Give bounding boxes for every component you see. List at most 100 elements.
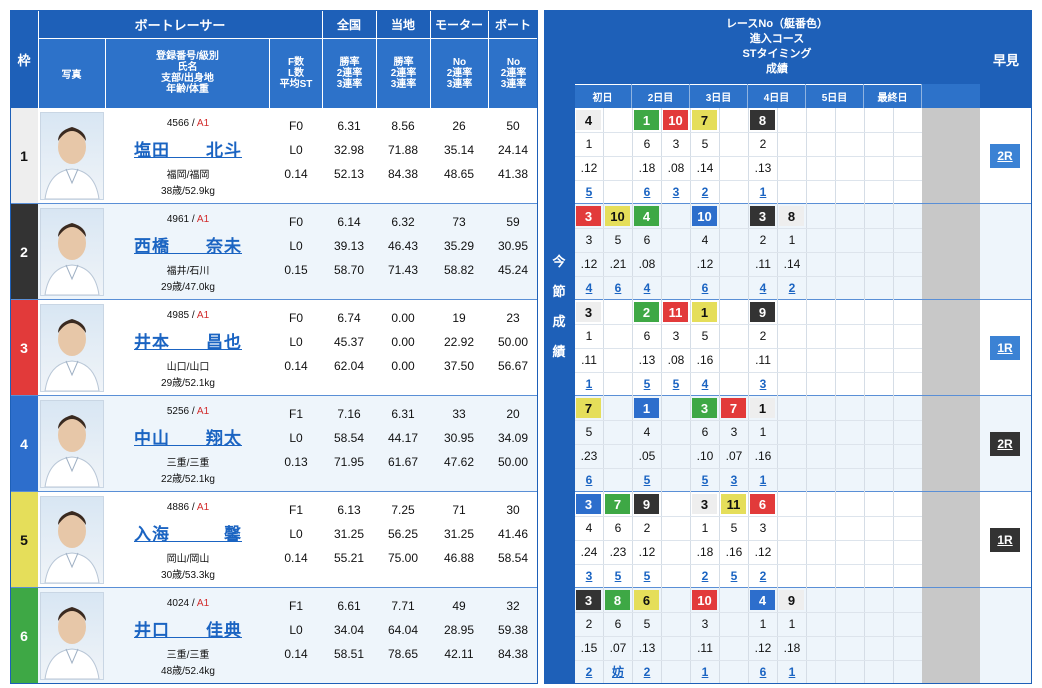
result-race-no: 1 (692, 302, 717, 322)
racer-name-link[interactable]: 塩田 北斗 (134, 141, 242, 160)
racer-reg: 4886 / A1 (166, 502, 210, 513)
result-rank-link[interactable]: 2 (788, 281, 796, 295)
result-rank-link[interactable]: 4 (759, 281, 767, 295)
stat-loc: 8.56 (391, 119, 415, 133)
result-rank-link[interactable]: 1 (788, 665, 796, 679)
day-header: 最終日 (864, 84, 922, 108)
result-rank-link[interactable]: 1 (759, 473, 767, 487)
stat-nat: 52.13 (333, 167, 365, 181)
konsetsu-char: 績 (552, 343, 566, 359)
result-rank-link[interactable]: 3 (730, 473, 738, 487)
result-race-no: 4 (750, 590, 775, 610)
result-race-no: 7 (605, 494, 630, 514)
racer-branch: 山口/山口 (166, 362, 210, 373)
hayami-button[interactable]: 1R (990, 528, 1020, 552)
stat-header-bg (322, 10, 376, 38)
racer-name-link[interactable]: 中山 翔太 (134, 429, 242, 448)
racer-name-link[interactable]: 入海 馨 (134, 525, 242, 544)
stat-sub-label: No (506, 57, 521, 68)
result-rank-link[interactable]: 1 (585, 377, 593, 391)
result-rank-link[interactable]: 6 (585, 473, 593, 487)
f-info-label: L数 (287, 67, 305, 79)
racer-branch: 岡山/岡山 (166, 554, 210, 565)
result-rank-link[interactable]: 6 (643, 185, 651, 199)
result-st: .16 (696, 353, 714, 367)
hayami-header-bg (980, 10, 1032, 108)
stat-loc: 0.00 (391, 311, 415, 325)
result-race-no: 3 (692, 494, 717, 514)
racer-st: 0.14 (284, 551, 308, 565)
result-course: 5 (614, 233, 622, 247)
grid-line (574, 276, 922, 277)
result-rank-link[interactable]: 2 (759, 569, 767, 583)
result-st: .13 (638, 641, 656, 655)
result-rank-link[interactable]: 2 (585, 665, 593, 679)
result-rank-link[interactable]: 5 (672, 377, 680, 391)
result-course: 2 (643, 521, 651, 535)
reg-info-label: 登録番号/級別 (156, 51, 219, 62)
result-rank-link[interactable]: 3 (672, 185, 680, 199)
result-race-no: 10 (692, 206, 717, 226)
stat-loc: 7.25 (391, 503, 415, 517)
result-rank-link[interactable]: 1 (759, 185, 767, 199)
result-rank-link[interactable]: 6 (614, 281, 622, 295)
result-course: 1 (759, 617, 767, 631)
result-rank-link[interactable]: 5 (643, 473, 651, 487)
result-rank-link[interactable]: 1 (701, 665, 709, 679)
racer-subheader-bg (38, 38, 322, 108)
result-rank-link[interactable]: 5 (701, 473, 709, 487)
racer-photo (40, 400, 104, 488)
hayami-button[interactable]: 1R (990, 336, 1020, 360)
racer-header-bg (38, 10, 322, 38)
result-course: 3 (585, 233, 593, 247)
racer-branch: 福井/石川 (166, 266, 210, 277)
konsetsu-char: 節 (552, 283, 566, 299)
result-rank-link[interactable]: 5 (730, 569, 738, 583)
result-st: .16 (725, 545, 743, 559)
hayami-button[interactable]: 2R (990, 432, 1020, 456)
racer-name-link[interactable]: 西橋 奈未 (134, 237, 242, 256)
stat-motor: 31.25 (443, 527, 475, 541)
stat-loc: 64.04 (387, 623, 419, 637)
race-header-bg (574, 10, 980, 84)
local-subheader: 勝率 2連率 3連率 (376, 38, 430, 108)
result-rank-link[interactable]: 4 (701, 377, 709, 391)
hayami-button[interactable]: 2R (990, 144, 1020, 168)
days-header-bg (574, 84, 980, 108)
stat-boat: 59.38 (497, 623, 529, 637)
result-rank-link[interactable]: 5 (643, 377, 651, 391)
stat-boat: 23 (506, 311, 520, 325)
result-race-no: 7 (692, 110, 717, 130)
results-grey-col (922, 588, 980, 684)
result-rank-link[interactable]: 3 (759, 377, 767, 391)
result-rank-link[interactable]: 4 (585, 281, 593, 295)
result-rank-link[interactable]: 6 (701, 281, 709, 295)
result-rank-link[interactable]: 3 (585, 569, 593, 583)
stat-nat: 6.31 (337, 119, 361, 133)
racer-name-link[interactable]: 井口 佳典 (134, 621, 242, 640)
grid-line (574, 468, 922, 469)
result-rank-link[interactable]: 5 (643, 569, 651, 583)
racer-name-link[interactable]: 井本 昌也 (134, 333, 242, 352)
result-st: .13 (754, 161, 772, 175)
result-rank-link[interactable]: 5 (585, 185, 593, 199)
racer-l: L0 (289, 335, 303, 349)
result-rank-link[interactable]: 2 (701, 569, 709, 583)
racer-photo (40, 112, 104, 200)
result-course: 5 (730, 521, 738, 535)
konsetsu-char: 成 (552, 313, 566, 329)
grid-line (574, 636, 922, 637)
result-rank-link[interactable]: 5 (614, 569, 622, 583)
result-st: .12 (754, 545, 772, 559)
result-course: 3 (730, 425, 738, 439)
result-rank-link[interactable]: 2 (701, 185, 709, 199)
result-rank-link[interactable]: 6 (759, 665, 767, 679)
result-rank-link[interactable]: 4 (643, 281, 651, 295)
result-race-no: 6 (750, 494, 775, 514)
stat-motor: 48.65 (443, 167, 475, 181)
result-rank-link[interactable]: 妨 (611, 665, 624, 679)
stat-nat: 6.14 (337, 215, 361, 229)
stat-loc: 84.38 (387, 167, 419, 181)
grid-line (574, 372, 922, 373)
result-rank-link[interactable]: 2 (643, 665, 651, 679)
